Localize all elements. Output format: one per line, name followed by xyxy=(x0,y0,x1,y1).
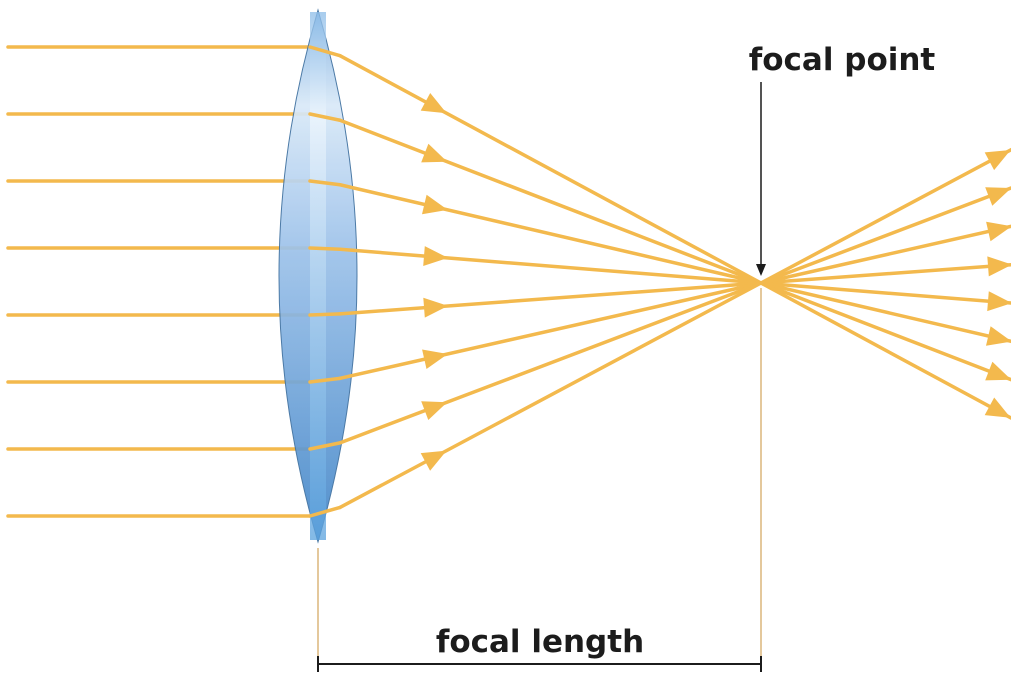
ray-arrow xyxy=(423,298,448,318)
diverging-ray xyxy=(761,283,1011,418)
lens-internal-ray xyxy=(310,314,340,315)
ray-arrow xyxy=(422,195,448,215)
incoming-rays xyxy=(8,47,322,516)
ray-arrow xyxy=(422,350,448,370)
diverging-ray xyxy=(761,150,1011,283)
ray-arrow xyxy=(987,291,1011,311)
refracted-rays xyxy=(310,47,761,516)
ray-arrow xyxy=(987,256,1011,276)
ray-arrow xyxy=(986,326,1011,346)
focal-point-marker xyxy=(756,82,766,276)
focal-point-label: focal point xyxy=(749,42,936,78)
focal-length-label: focal length xyxy=(436,624,644,660)
ray-arrow xyxy=(423,246,448,266)
refracted-ray xyxy=(340,283,761,507)
ray-arrow xyxy=(985,187,1011,206)
refracted-ray xyxy=(340,185,761,283)
refracted-ray xyxy=(340,249,761,283)
refracted-ray xyxy=(340,120,761,283)
ray-arrow xyxy=(986,222,1011,242)
ray-arrow xyxy=(985,362,1011,381)
lens-internal-ray xyxy=(310,248,340,249)
ray-arrow xyxy=(421,401,447,420)
convex-lens xyxy=(279,10,357,542)
refracted-ray xyxy=(340,56,761,283)
diverging-rays xyxy=(761,150,1011,418)
ray-arrow xyxy=(421,144,447,163)
